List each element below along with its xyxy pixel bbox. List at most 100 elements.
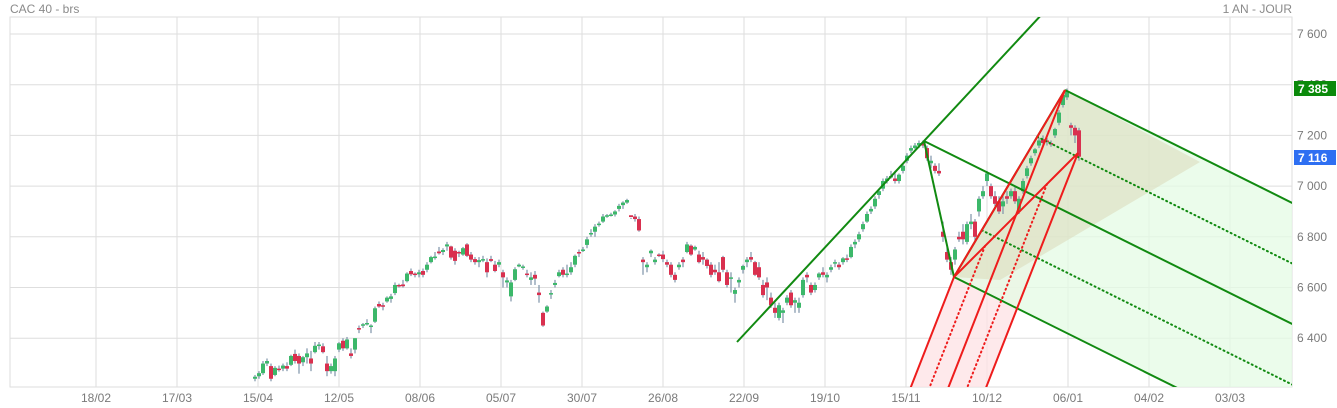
candle [481, 259, 485, 261]
period-label[interactable]: 1 AN - JOUR [1222, 2, 1292, 16]
x-tick-label: 15/04 [243, 391, 273, 405]
candle [733, 290, 737, 294]
candle [593, 226, 597, 232]
candle [829, 267, 833, 270]
candle [321, 346, 325, 353]
red-pitchfork-lower[interactable] [750, 152, 1079, 408]
candle [505, 280, 509, 283]
candle [605, 215, 609, 217]
candle [545, 306, 549, 312]
candle [289, 355, 293, 365]
candle [641, 259, 645, 263]
candle [961, 231, 965, 240]
x-tick-label: 15/11 [891, 391, 920, 405]
x-tick-label: 08/06 [405, 391, 435, 405]
red-pitchfork-quarter-line[interactable] [657, 245, 986, 408]
candle [325, 363, 329, 372]
candle [1077, 130, 1081, 157]
candle [689, 245, 693, 255]
candle [421, 271, 425, 275]
candle [573, 255, 577, 265]
candle [857, 234, 861, 240]
candle [485, 262, 489, 273]
candle [549, 293, 553, 295]
candle [649, 250, 653, 254]
y-tick-label: 7 200 [1297, 128, 1327, 142]
candle [517, 264, 521, 267]
candle [721, 257, 725, 270]
green-pitchfork-upper[interactable] [953, 276, 1337, 408]
candle [437, 251, 441, 254]
x-axis: 18/02 17/03 15/04 12/05 08/06 05/07 30/07 26/08… [81, 391, 1245, 405]
red-pitchfork-median[interactable] [737, 89, 1066, 408]
candle [821, 272, 825, 275]
candle [701, 257, 705, 260]
price-badges: 7 385 7 116 [1294, 81, 1336, 165]
candle [713, 269, 717, 273]
candle [873, 198, 877, 207]
candle [773, 307, 777, 313]
candle [761, 284, 765, 296]
x-tick-label: 19/10 [810, 391, 840, 405]
green-pitchfork-leg[interactable] [923, 140, 955, 278]
candle [1041, 139, 1045, 144]
candle [273, 367, 277, 375]
candle [561, 269, 565, 275]
green-pitchfork-median[interactable] [923, 140, 1337, 408]
candle [809, 284, 813, 293]
candle [877, 191, 881, 195]
candle [801, 279, 805, 296]
pitchfork-fills [910, 90, 1292, 387]
y-tick-label: 6 800 [1297, 230, 1327, 244]
candle [585, 239, 589, 245]
red-pitchfork-leg[interactable] [953, 89, 1066, 278]
candle [613, 211, 617, 215]
trendline[interactable] [736, 0, 1298, 343]
candle [1033, 149, 1037, 154]
candle [317, 344, 321, 347]
candle [281, 365, 285, 369]
candle [981, 191, 985, 197]
green-pitchfork-quarter-line[interactable] [1036, 135, 1337, 408]
candle [865, 213, 869, 222]
candle [1065, 91, 1069, 98]
candle [989, 186, 993, 197]
x-tick-label: 04/02 [1134, 391, 1164, 405]
candle [633, 216, 637, 220]
candle [661, 254, 665, 260]
candle [673, 274, 677, 280]
candle [677, 264, 681, 268]
candle [1053, 129, 1057, 136]
candle [945, 252, 949, 260]
green-pitchfork-lower[interactable] [1064, 89, 1337, 408]
candle [609, 214, 613, 216]
x-tick-label: 06/01 [1053, 391, 1083, 405]
candle [417, 272, 421, 275]
candle [341, 340, 345, 349]
candle [669, 264, 673, 275]
candle [657, 254, 661, 257]
candle [1037, 140, 1041, 146]
candle [957, 236, 961, 240]
candle [813, 284, 817, 291]
pitchfork-lines[interactable] [626, 0, 1337, 408]
candle [557, 272, 561, 277]
x-tick-label: 22/09 [729, 391, 759, 405]
candle [349, 353, 353, 356]
red-pitchfork-quarter-line[interactable] [719, 183, 1048, 408]
candle [913, 145, 917, 149]
candle [737, 279, 741, 283]
svg-text:7 385: 7 385 [1298, 82, 1328, 96]
candle [705, 259, 709, 266]
candle [337, 343, 341, 350]
candle [997, 201, 1001, 212]
candle [837, 264, 841, 268]
candle [929, 160, 933, 164]
candle [729, 277, 733, 279]
candle [745, 259, 749, 263]
candle [261, 363, 265, 374]
candle [409, 271, 413, 275]
y-tick-label: 6 600 [1297, 281, 1327, 295]
green-pitchfork-quarter-line[interactable] [980, 229, 1337, 408]
